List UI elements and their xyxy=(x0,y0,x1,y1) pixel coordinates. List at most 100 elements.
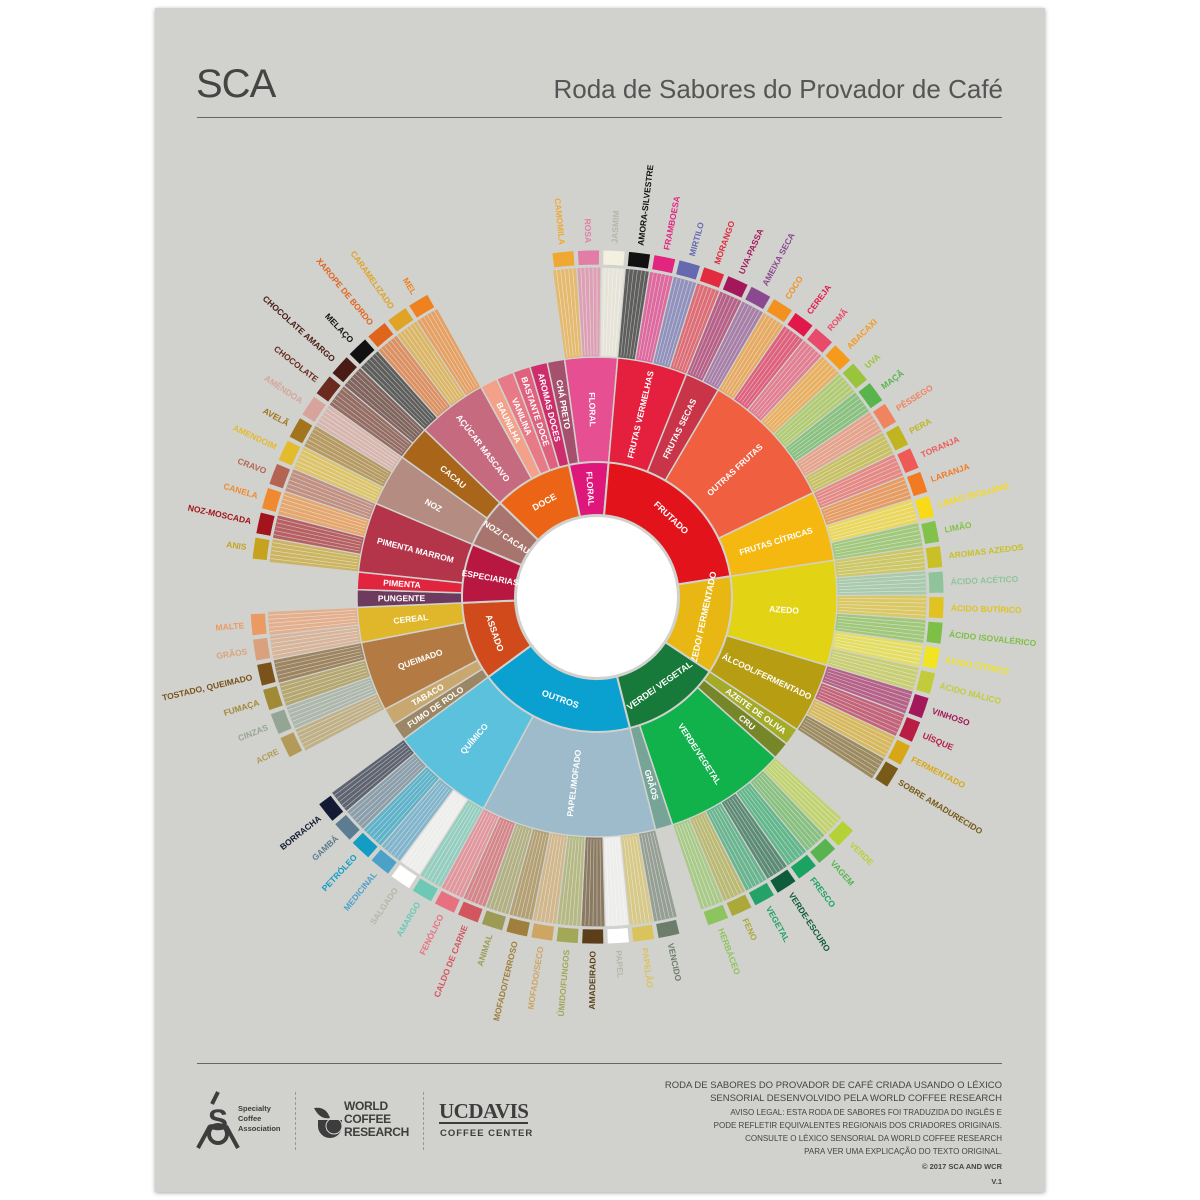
stripe-line xyxy=(297,696,377,733)
stripe-line xyxy=(524,833,545,919)
stripe-line xyxy=(355,760,420,821)
stripe-line xyxy=(336,395,406,450)
stripe-line xyxy=(827,671,910,699)
stripe-line xyxy=(649,833,670,919)
stripe-line xyxy=(320,418,394,467)
cap-cereja xyxy=(786,311,814,338)
stripe-line xyxy=(826,674,909,703)
stripe-line xyxy=(564,837,574,925)
stripe-line xyxy=(829,662,914,688)
stripe-line xyxy=(273,534,360,552)
page-title: Roda de Sabores do Provador de Café xyxy=(553,74,1003,104)
stripe-line xyxy=(459,816,497,897)
stripe-line xyxy=(828,502,913,529)
stripe-line xyxy=(789,398,860,452)
outer-label-vencido: VENCIDO xyxy=(666,942,684,982)
stripe-line xyxy=(307,439,385,482)
stripe-line xyxy=(814,701,894,741)
outer-label-uva-passa: UVA-PASSA xyxy=(736,227,765,276)
stripe-line xyxy=(764,359,825,423)
stripe-line xyxy=(274,530,361,549)
stripe-line xyxy=(838,574,926,581)
stripe-line xyxy=(741,790,794,861)
stripe-line xyxy=(708,811,750,889)
stripe-line xyxy=(281,502,366,529)
outer-label-fenolico: FENÓLICO xyxy=(416,912,445,957)
outer-label-toranja: TORANJA xyxy=(919,434,961,460)
outer-label-mirtilo: MIRTILO xyxy=(687,221,706,258)
outer-label-verde: VERDE xyxy=(848,840,876,868)
version: V.1 xyxy=(991,1177,1002,1186)
stripe-line xyxy=(536,834,553,921)
stripe-line xyxy=(270,558,357,570)
stripe-line xyxy=(281,665,366,692)
stripe-line xyxy=(837,562,925,573)
stripe-line xyxy=(833,645,920,664)
stripe-line xyxy=(807,435,885,479)
stripe-line xyxy=(588,838,592,926)
category-doce xyxy=(498,463,582,542)
stripe-line xyxy=(825,677,908,707)
stripe-line xyxy=(705,303,746,382)
stripe-line xyxy=(664,281,690,365)
outer-label-amendoim: AMENDOIM xyxy=(231,423,278,452)
stripe-line xyxy=(784,388,853,445)
stripe-line xyxy=(750,343,807,411)
outer-label-roma: ROMÃ xyxy=(825,307,850,333)
cap-maca xyxy=(857,381,884,410)
stripe-line xyxy=(838,616,925,624)
stripe-line xyxy=(739,330,791,402)
outer-label-vagem: VAGEM xyxy=(829,858,857,887)
stripe-line xyxy=(282,498,367,526)
stripe-line xyxy=(838,582,926,587)
cap-pera xyxy=(884,424,910,452)
stripe-line xyxy=(684,822,717,904)
outer-label-cinzas: CINZAS xyxy=(236,722,269,743)
stripe-line xyxy=(272,542,359,558)
stripe-line xyxy=(393,337,448,407)
stripe-line xyxy=(746,787,801,857)
stripe-line xyxy=(512,830,536,916)
stripe-line xyxy=(548,836,562,923)
stripe-line xyxy=(743,335,798,405)
label-floral: FLORAL xyxy=(587,392,598,427)
stripe-line xyxy=(560,837,571,925)
stripe-line xyxy=(346,382,414,440)
cap-herbaceo xyxy=(702,903,730,927)
stripe-line xyxy=(731,797,781,871)
stripe-line xyxy=(748,785,804,854)
stripe-line xyxy=(838,598,926,600)
footer-divider xyxy=(197,1063,1002,1064)
stripe-line xyxy=(768,364,831,427)
outer-label-chocolate-amargo: CHOCOLATE AMARGO xyxy=(261,294,338,365)
cap-acido-citrico xyxy=(921,645,941,670)
stripe-line xyxy=(274,645,361,664)
stripe-line xyxy=(803,722,878,769)
stripe-line xyxy=(284,495,367,523)
cap-medicinal xyxy=(370,848,398,875)
stripe-line xyxy=(341,388,410,445)
stripe-line xyxy=(819,691,901,726)
stripe-line xyxy=(275,648,361,668)
label-azedo: AZEDO xyxy=(769,604,800,616)
cap-caramelizado xyxy=(387,307,415,333)
stripe-line xyxy=(820,688,902,722)
stripe-line xyxy=(655,277,678,363)
stripe-line xyxy=(572,838,580,926)
stripe-line xyxy=(632,271,646,358)
cap-graos xyxy=(252,637,272,662)
cap-animal xyxy=(480,909,507,932)
cap-salgado xyxy=(390,863,418,890)
stripe-line xyxy=(700,299,739,379)
stripe-line xyxy=(836,554,924,567)
cap-mofado-terroso xyxy=(505,916,531,938)
stripe-line xyxy=(711,307,753,384)
stripe-line xyxy=(602,268,606,356)
stripe-line xyxy=(384,345,441,413)
stripe-line xyxy=(293,691,375,726)
stripe-line xyxy=(327,408,399,459)
stripe-line xyxy=(623,269,634,357)
stripe-line xyxy=(813,704,892,744)
stripe-line xyxy=(400,333,453,404)
outer-label-uisque: UÍSQUE xyxy=(921,730,955,752)
